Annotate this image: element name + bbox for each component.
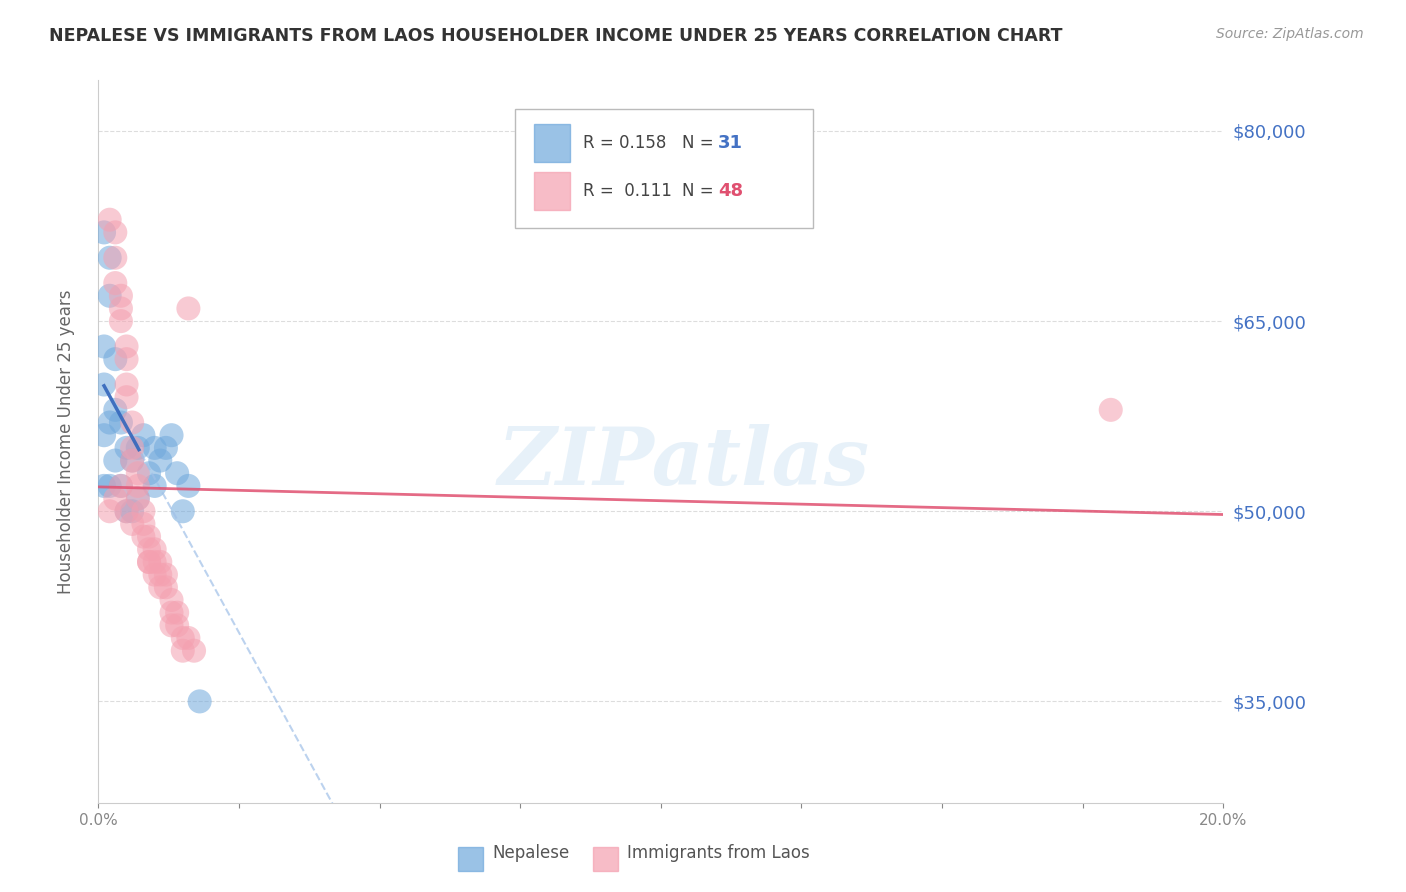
Point [121,416,143,430]
Point [166,467,188,481]
Point [172,643,194,657]
Text: ZIPatlas: ZIPatlas [498,425,869,502]
Point [160,618,183,632]
Point [93,428,115,442]
Point [172,631,194,645]
Point [98,479,121,493]
Point [93,226,115,240]
Point [177,479,200,493]
Point [127,479,149,493]
Point [177,301,200,316]
Text: Source: ZipAtlas.com: Source: ZipAtlas.com [1216,27,1364,41]
Point [115,377,138,392]
Point [104,276,127,290]
Point [188,694,211,708]
Point [138,530,160,544]
Point [98,251,121,265]
Point [166,606,188,620]
Point [104,453,127,467]
Text: N =: N = [682,134,718,153]
Point [121,516,143,531]
Point [104,251,127,265]
Point [155,580,177,594]
Point [93,377,115,392]
Point [138,542,160,557]
Point [177,631,200,645]
Point [121,453,143,467]
Point [110,479,132,493]
Point [160,593,183,607]
Point [132,530,155,544]
Text: 31: 31 [718,134,744,153]
Point [172,504,194,518]
Point [115,504,138,518]
Point [132,428,155,442]
Text: NEPALESE VS IMMIGRANTS FROM LAOS HOUSEHOLDER INCOME UNDER 25 YEARS CORRELATION C: NEPALESE VS IMMIGRANTS FROM LAOS HOUSEHO… [49,27,1063,45]
Point [132,504,155,518]
Bar [458,847,484,871]
Text: N =: N = [682,182,718,200]
Point [121,504,143,518]
Point [121,441,143,455]
Point [104,352,127,367]
Point [149,555,172,569]
Point [160,606,183,620]
Point [104,491,127,506]
Point [93,339,115,353]
Bar [534,172,569,210]
Point [115,390,138,404]
Point [98,416,121,430]
Point [149,567,172,582]
Point [143,555,166,569]
Point [143,567,166,582]
Point [138,555,160,569]
Point [143,441,166,455]
Point [149,453,172,467]
Point [149,580,172,594]
Point [115,339,138,353]
Point [110,301,132,316]
Bar [593,847,619,871]
Point [115,441,138,455]
Point [132,516,155,531]
Point [143,479,166,493]
Point [127,491,149,506]
Point [138,555,160,569]
Point [138,467,160,481]
Point [104,226,127,240]
Point [160,428,183,442]
Y-axis label: Householder Income Under 25 years: Householder Income Under 25 years [56,289,75,594]
Point [110,314,132,328]
Bar [534,124,569,162]
Point [110,479,132,493]
Text: Immigrants from Laos: Immigrants from Laos [627,845,810,863]
Point [183,643,205,657]
Point [1099,402,1122,417]
Point [104,402,127,417]
Point [127,441,149,455]
Point [121,453,143,467]
Text: R = 0.158: R = 0.158 [583,134,666,153]
Point [110,416,132,430]
Point [155,567,177,582]
Point [155,441,177,455]
Point [115,504,138,518]
Point [98,212,121,227]
Point [93,479,115,493]
Point [115,352,138,367]
FancyBboxPatch shape [515,109,813,228]
Text: R =  0.111: R = 0.111 [583,182,672,200]
Point [166,618,188,632]
Point [127,491,149,506]
Point [98,504,121,518]
Text: 48: 48 [718,182,744,200]
Point [143,542,166,557]
Point [98,289,121,303]
Text: Nepalese: Nepalese [492,845,569,863]
Point [127,467,149,481]
Point [110,289,132,303]
